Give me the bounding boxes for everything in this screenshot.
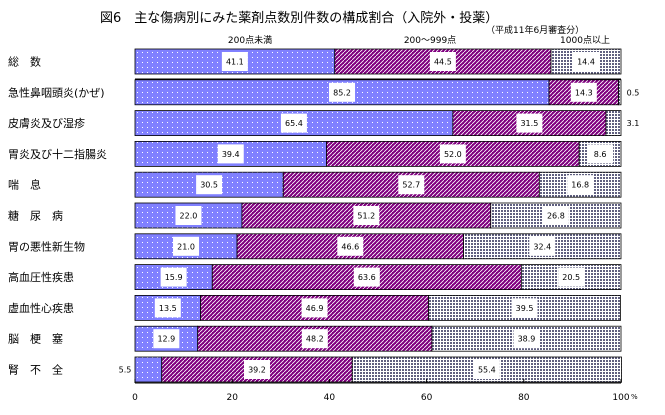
- data-label-box: [529, 236, 556, 256]
- data-label-box: [429, 52, 456, 71]
- category-label: 腎 不 全: [8, 363, 63, 377]
- data-label: 39.5: [516, 304, 534, 313]
- data-label: 32.4: [533, 242, 551, 251]
- category-label: 喘 息: [8, 178, 41, 192]
- data-label: 8.6: [594, 150, 607, 159]
- data-label: 13.5: [159, 304, 177, 313]
- data-label: 52.0: [444, 150, 462, 159]
- data-label: 38.9: [518, 335, 536, 344]
- category-label: 高血圧性疾患: [8, 270, 74, 284]
- data-label-box: [196, 175, 223, 195]
- data-label-box: [173, 236, 200, 256]
- data-label-box: [398, 175, 425, 195]
- data-label-box: [516, 113, 543, 133]
- data-label: 44.5: [434, 58, 452, 67]
- data-label-box: [329, 82, 356, 102]
- data-label: 31.5: [520, 119, 538, 128]
- data-label: 21.0: [177, 242, 195, 251]
- chart-title: 図6 主な傷病別にみた薬剤点数別件数の構成割合（入院外・投薬）: [100, 10, 498, 26]
- data-label-box: [439, 144, 466, 164]
- x-tick-label: 40: [324, 393, 336, 403]
- data-label-box: [573, 52, 600, 71]
- data-label-box: [153, 329, 180, 349]
- data-label-box: [558, 267, 585, 287]
- data-label: 46.9: [306, 304, 324, 313]
- category-label: 脳 梗 塞: [8, 332, 63, 346]
- data-label: 48.2: [306, 335, 324, 344]
- x-tick-label: 100: [612, 393, 629, 403]
- data-label-box: [587, 144, 614, 164]
- data-label-box: [280, 113, 307, 133]
- data-label: 51.2: [357, 212, 375, 221]
- data-label: 46.6: [341, 242, 359, 251]
- legend-label: 1000点以上: [560, 35, 610, 46]
- x-tick-label: 60: [421, 393, 433, 403]
- data-label: 39.2: [248, 366, 266, 375]
- data-label-box: [570, 82, 597, 102]
- bar-segment: [134, 356, 163, 383]
- data-label-box: [567, 175, 594, 195]
- data-label: 30.5: [200, 181, 218, 190]
- data-label: 3.1: [627, 119, 640, 128]
- x-unit-label: %: [631, 393, 638, 401]
- data-label-box: [217, 144, 244, 164]
- data-label-box: [353, 206, 380, 225]
- data-label-box: [542, 206, 569, 225]
- data-label: 63.6: [358, 273, 376, 282]
- category-label: 総 数: [8, 55, 41, 69]
- bar-segment: [605, 110, 622, 136]
- bar-segment: [618, 79, 622, 106]
- data-label: 85.2: [333, 88, 351, 97]
- data-label: 12.9: [157, 335, 175, 344]
- data-label: 0.5: [627, 88, 640, 97]
- category-label: 胃の悪性新生物: [8, 239, 85, 253]
- category-label: 糖 尿 病: [8, 209, 63, 223]
- category-label: 胃炎及び十二指腸炎: [8, 147, 107, 161]
- data-label: 26.8: [547, 212, 565, 221]
- data-label: 16.8: [571, 181, 589, 190]
- data-label: 41.1: [226, 58, 244, 67]
- data-label: 14.3: [575, 88, 593, 97]
- data-label: 52.7: [402, 181, 420, 190]
- data-label-box: [511, 298, 538, 318]
- data-label: 15.9: [165, 273, 183, 282]
- data-label-box: [243, 360, 270, 379]
- data-label-box: [160, 267, 187, 287]
- data-label: 22.0: [180, 212, 198, 221]
- data-label-box: [337, 236, 364, 256]
- data-label-box: [513, 329, 540, 349]
- data-label: 65.4: [285, 119, 303, 128]
- data-label: 20.5: [562, 273, 580, 282]
- data-label: 5.5: [119, 366, 132, 375]
- data-label-box: [301, 329, 328, 349]
- chart-subtitle: （平成11年6月審査分）: [486, 24, 584, 36]
- data-label-box: [221, 52, 248, 71]
- data-label-box: [154, 298, 181, 318]
- x-tick-label: 20: [226, 393, 238, 403]
- data-label-box: [175, 206, 202, 225]
- category-label: 皮膚炎及び湿疹: [8, 116, 85, 130]
- x-tick-label: 80: [518, 393, 530, 403]
- data-label: 55.4: [478, 366, 496, 375]
- data-label-box: [353, 267, 380, 287]
- data-label-box: [301, 298, 328, 318]
- legend-label: 200～999点: [404, 35, 456, 46]
- category-label: 虚血性心疾患: [8, 301, 74, 315]
- data-label: 39.4: [222, 150, 240, 159]
- data-label-box: [473, 360, 500, 379]
- x-tick-label: 0: [132, 393, 138, 403]
- legend-label: 200点未満: [228, 34, 272, 46]
- category-label: 急性鼻咽頭炎(かぜ): [8, 85, 105, 99]
- data-label: 14.4: [577, 58, 595, 67]
